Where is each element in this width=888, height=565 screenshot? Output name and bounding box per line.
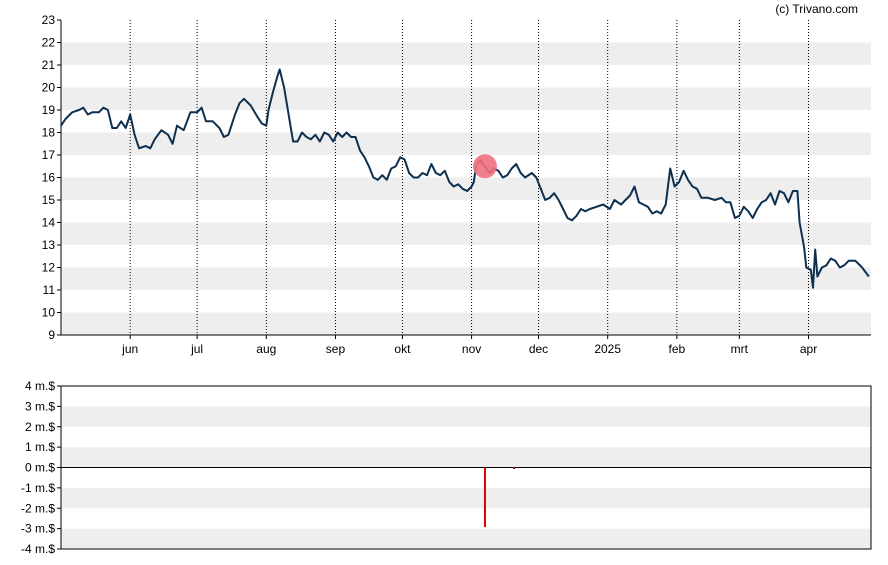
volume-band bbox=[61, 386, 871, 407]
price-band bbox=[61, 155, 871, 178]
volume-band bbox=[61, 467, 871, 488]
price-y-tick-label: 9 bbox=[48, 328, 55, 342]
volume-band bbox=[61, 426, 871, 448]
volume-y-tick-label: -2 m.$ bbox=[21, 501, 55, 515]
price-x-tick-label: apr bbox=[800, 342, 817, 356]
price-x-tick-label: mrt bbox=[731, 342, 749, 356]
price-band bbox=[61, 42, 871, 65]
price-y-tick-label: 16 bbox=[42, 171, 56, 185]
price-band bbox=[61, 222, 871, 245]
price-y-tick-label: 18 bbox=[42, 126, 56, 140]
volume-y-tick-label: -1 m.$ bbox=[21, 481, 55, 495]
price-chart: 9 10 11 12 13 14 15 16 17 18 19 20 21 22 23 jun jul aug s… bbox=[42, 13, 871, 356]
price-band bbox=[61, 110, 871, 133]
price-band bbox=[61, 312, 871, 335]
price-x-tick-label: jun bbox=[121, 342, 138, 356]
price-band bbox=[61, 87, 871, 110]
price-x-tick-label: nov bbox=[462, 342, 481, 356]
price-x-tick-label: dec bbox=[529, 342, 548, 356]
volume-y-tick-labels: -4 m.$ -3 m.$ -2 m.$ -1 m.$ 0 m.$ 1 m.$ 2 m.$ 3… bbox=[21, 379, 61, 556]
price-y-tick-label: 13 bbox=[42, 238, 56, 252]
credit-text: (c) Trivano.com bbox=[775, 2, 858, 16]
price-band bbox=[61, 200, 871, 223]
price-x-tick-label: sep bbox=[326, 342, 346, 356]
price-x-tick-label: jul bbox=[190, 342, 203, 356]
volume-y-tick-label: 3 m.$ bbox=[25, 399, 55, 413]
volume-y-tick-label: -4 m.$ bbox=[21, 542, 55, 556]
price-y-tick-label: 10 bbox=[42, 306, 56, 320]
price-band bbox=[61, 267, 871, 290]
price-y-tick-label: 17 bbox=[42, 148, 56, 162]
volume-band bbox=[61, 487, 871, 509]
volume-y-tick-label: 4 m.$ bbox=[25, 379, 55, 393]
volume-y-tick-label: 0 m.$ bbox=[25, 461, 55, 475]
price-y-tick-label: 21 bbox=[42, 58, 56, 72]
price-line bbox=[60, 68, 870, 289]
volume-bars bbox=[483, 467, 515, 528]
price-band bbox=[61, 290, 871, 313]
volume-y-tick-label: -3 m.$ bbox=[21, 522, 55, 536]
volume-chart: -4 m.$ -3 m.$ -2 m.$ -1 m.$ 0 m.$ 1 m.$ 2 m.$ 3… bbox=[21, 379, 872, 556]
price-y-tick-label: 11 bbox=[43, 283, 56, 297]
volume-y-tick-label: 1 m.$ bbox=[25, 440, 55, 454]
price-y-tick-label: 23 bbox=[42, 13, 56, 27]
volume-band bbox=[61, 508, 871, 529]
price-band bbox=[61, 20, 871, 43]
price-y-tick-label: 19 bbox=[42, 103, 56, 117]
price-y-tick-label: 14 bbox=[42, 216, 56, 230]
volume-band bbox=[61, 447, 871, 468]
price-band bbox=[61, 177, 871, 200]
price-y-tick-label: 12 bbox=[42, 261, 56, 275]
price-x-tick-labels: jun jul aug sep okt nov dec 2025 feb mrt apr bbox=[121, 335, 817, 356]
price-x-tick-label: aug bbox=[256, 342, 276, 356]
price-y-tick-labels: 9 10 11 12 13 14 15 16 17 18 19 20 21 22 23 bbox=[42, 13, 61, 342]
price-y-tick-label: 22 bbox=[42, 36, 56, 50]
price-y-tick-label: 20 bbox=[42, 81, 56, 95]
highlight-marker bbox=[472, 154, 497, 179]
volume-y-tick-label: 2 m.$ bbox=[25, 420, 55, 434]
volume-bands bbox=[61, 386, 871, 549]
price-x-tick-label: 2025 bbox=[594, 342, 621, 356]
price-y-tick-label: 15 bbox=[42, 193, 56, 207]
price-x-tick-label: okt bbox=[394, 342, 411, 356]
price-band bbox=[61, 245, 871, 268]
price-x-tick-label: feb bbox=[669, 342, 686, 356]
price-bands bbox=[61, 20, 871, 335]
volume-band bbox=[61, 406, 871, 427]
price-band bbox=[61, 65, 871, 88]
price-band bbox=[61, 132, 871, 155]
volume-band bbox=[61, 528, 871, 549]
